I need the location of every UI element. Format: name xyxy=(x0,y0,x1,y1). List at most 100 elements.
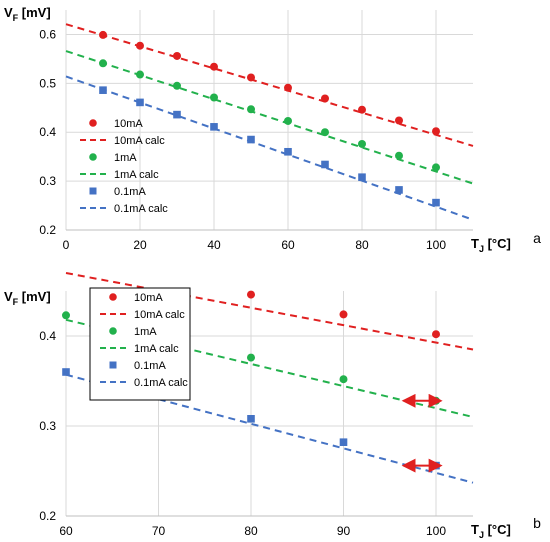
data-point-square xyxy=(62,368,70,376)
legend-circle-symbol xyxy=(89,119,97,127)
legend-label: 10mA calc xyxy=(114,135,165,147)
x-tick-label: 80 xyxy=(355,238,369,252)
y-tick-label: 0.2 xyxy=(39,223,56,237)
data-point-circle xyxy=(432,330,440,339)
data-point-circle xyxy=(136,41,144,50)
legend-label: 0.1mA xyxy=(134,360,166,372)
axes-a: 0.2 0.3 0.4 0.5 0.6 0 20 40 60 80 100 xyxy=(39,27,473,252)
x-tick-label: 0 xyxy=(63,238,70,252)
chart-b: 0.2 0.3 0.4 60 70 80 90 100 10mA 10mA calc 1mA 1mA… xyxy=(4,272,541,540)
data-point-circle xyxy=(247,353,255,362)
data-point-square xyxy=(339,438,348,446)
series-line-10ma-calc xyxy=(65,23,474,147)
y-tick-label: 0.2 xyxy=(39,509,56,523)
y-axis-label-main: V xyxy=(4,5,13,20)
legend-b: 10mA 10mA calc 1mA 1mA calc 0.1mA 0.1mA calc xyxy=(89,287,191,401)
x-axis-label-unit: [°C] xyxy=(484,522,511,537)
legend-a: 10mA 10mA calc 1mA 1mA calc 0.1mA 0.1mA calc xyxy=(80,118,168,215)
panel-label: a xyxy=(533,230,541,246)
data-point-circle xyxy=(210,93,218,102)
data-point-circle xyxy=(284,83,292,92)
data-point-circle xyxy=(358,139,366,148)
data-point-circle xyxy=(247,73,255,82)
data-point-square xyxy=(99,86,107,94)
data-point-square xyxy=(321,160,329,169)
data-point-square xyxy=(432,198,440,207)
chart-a: 0.2 0.3 0.4 0.5 0.6 0 20 40 60 80 100 10mA 10mA cal… xyxy=(4,5,541,254)
x-tick-label: 90 xyxy=(337,524,351,538)
data-point-square xyxy=(173,110,181,119)
series-line-10ma-calc xyxy=(65,272,474,351)
legend-label: 10mA xyxy=(134,292,163,304)
data-point-circle xyxy=(247,290,255,299)
data-point-circle xyxy=(339,310,348,319)
data-point-circle xyxy=(210,62,218,71)
data-point-circle xyxy=(358,105,366,114)
legend-circle-symbol xyxy=(89,153,97,161)
x-axis-label-main: T xyxy=(471,522,479,537)
x-tick-label: 40 xyxy=(207,238,221,252)
data-point-circle xyxy=(247,105,255,114)
x-tick-label: 20 xyxy=(133,238,147,252)
y-tick-label: 0.6 xyxy=(39,27,56,41)
data-point-square xyxy=(247,415,255,423)
legend-circle-symbol xyxy=(109,293,117,301)
x-tick-label: 80 xyxy=(244,524,258,538)
axes-b: 0.2 0.3 0.4 60 70 80 90 100 xyxy=(39,329,473,538)
series-line-0-1ma-calc xyxy=(65,75,474,221)
data-points-a xyxy=(99,30,440,207)
y-axis-label-main: V xyxy=(4,289,13,304)
data-point-circle xyxy=(99,59,107,68)
data-point-square xyxy=(284,147,292,156)
grid-a xyxy=(65,10,473,231)
data-point-circle xyxy=(432,127,440,136)
data-point-circle xyxy=(173,81,181,90)
legend-circle-symbol xyxy=(109,327,117,335)
x-tick-label: 60 xyxy=(281,238,295,252)
data-point-circle xyxy=(321,128,329,137)
legend-label: 0.1mA calc xyxy=(134,377,188,389)
legend-label: 1mA xyxy=(134,326,157,338)
x-axis-label-main: T xyxy=(471,236,479,251)
data-point-square xyxy=(395,186,403,194)
legend-label: 0.1mA calc xyxy=(114,203,168,215)
data-point-circle xyxy=(136,70,144,79)
x-axis-label-sub: J xyxy=(479,244,484,254)
data-point-square xyxy=(136,98,144,107)
legend-square-symbol xyxy=(109,361,117,369)
data-point-circle xyxy=(62,311,70,320)
legend-label: 1mA calc xyxy=(134,343,179,355)
x-axis-label-unit: [°C] xyxy=(484,236,511,251)
data-point-circle xyxy=(339,375,348,384)
panel-label: b xyxy=(533,515,541,531)
data-point-circle xyxy=(99,30,107,39)
x-tick-label: 100 xyxy=(426,238,446,252)
legend-label: 10mA xyxy=(114,118,143,130)
x-tick-label: 100 xyxy=(426,524,446,538)
data-point-circle xyxy=(284,116,292,125)
legend-label: 1mA xyxy=(114,152,137,164)
data-point-square xyxy=(358,173,366,181)
legend-label: 0.1mA xyxy=(114,186,146,198)
labels-a: VF [mV] TJ [°C] a xyxy=(4,5,541,254)
x-tick-label: 70 xyxy=(152,524,166,538)
data-point-square xyxy=(210,123,218,131)
x-axis-label: TJ [°C] xyxy=(471,236,511,254)
x-axis-label-sub: J xyxy=(479,530,484,540)
y-axis-label-unit: [mV] xyxy=(18,289,51,304)
data-point-circle xyxy=(395,151,403,160)
data-point-circle xyxy=(395,116,403,125)
y-tick-label: 0.3 xyxy=(39,419,56,433)
data-point-square xyxy=(247,135,255,144)
x-axis-label: TJ [°C] xyxy=(471,522,511,540)
data-point-circle xyxy=(432,163,440,172)
y-axis-label-unit: [mV] xyxy=(18,5,51,20)
legend-box xyxy=(89,287,191,401)
y-axis-label-sub: F xyxy=(13,13,19,23)
data-point-circle xyxy=(173,51,181,60)
y-tick-label: 0.4 xyxy=(39,329,56,343)
data-point-circle xyxy=(321,94,329,103)
calc-lines-a xyxy=(65,23,474,221)
labels-b: VF [mV] TJ [°C] b xyxy=(4,289,541,540)
